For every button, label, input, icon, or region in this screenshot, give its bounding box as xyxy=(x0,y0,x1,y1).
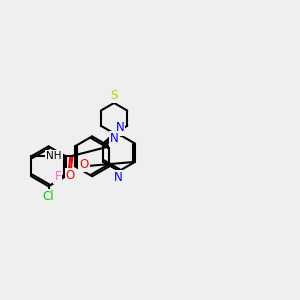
Text: F: F xyxy=(55,170,61,183)
Text: NH: NH xyxy=(46,151,62,161)
Text: O: O xyxy=(79,158,88,171)
Text: Cl: Cl xyxy=(43,190,54,203)
Text: O: O xyxy=(66,169,75,182)
Text: N: N xyxy=(110,132,118,145)
Text: N: N xyxy=(116,122,124,134)
Text: S: S xyxy=(110,89,118,102)
Text: N: N xyxy=(114,171,123,184)
